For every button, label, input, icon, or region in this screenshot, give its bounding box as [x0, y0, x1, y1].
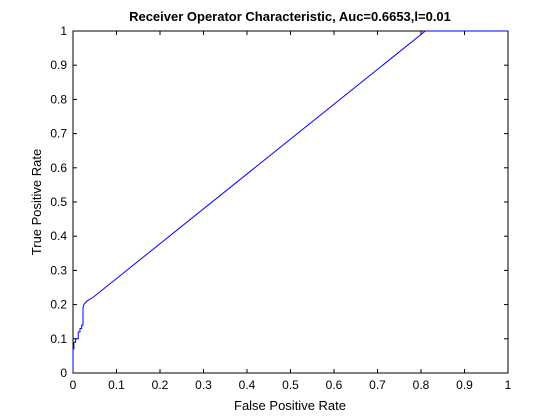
roc-curve — [72, 30, 508, 373]
x-tick-label: 0 — [70, 378, 77, 392]
chart-title: Receiver Operator Characteristic, Auc=0.… — [129, 9, 451, 24]
x-tick-label: 0.3 — [195, 378, 212, 392]
y-tick-label: 0.4 — [50, 229, 67, 243]
y-tick-label: 1 — [60, 24, 67, 38]
x-tick-label: 1 — [505, 378, 512, 392]
x-tick-label: 0.4 — [239, 378, 256, 392]
y-tick-label: 0.2 — [50, 298, 67, 312]
x-axis-label: False Positive Rate — [234, 398, 346, 413]
y-tick-label: 0.7 — [50, 127, 67, 141]
y-tick-label: 0.6 — [50, 161, 67, 175]
axis-ticks: 0 0.1 0.2 0.3 0.4 0.5 0.6 0.7 0.8 0.9 1 0 0.1 0.2 0.3 0… — [50, 24, 511, 392]
y-axis-label: True Positive Rate — [29, 149, 44, 255]
x-tick-label: 0.8 — [413, 378, 430, 392]
plot-area — [72, 30, 509, 374]
y-tick-label: 0.3 — [50, 263, 67, 277]
x-tick-label: 0.5 — [282, 378, 299, 392]
x-tick-label: 0.6 — [326, 378, 343, 392]
y-tick-label: 0.8 — [50, 92, 67, 106]
x-tick-label: 0.9 — [456, 378, 473, 392]
y-tick-label: 0.5 — [50, 195, 67, 209]
x-tick-label: 0.7 — [369, 378, 386, 392]
y-tick-label: 0 — [60, 366, 67, 380]
x-tick-label: 0.2 — [152, 378, 169, 392]
series-group — [72, 30, 508, 373]
x-tick-label: 0.1 — [108, 378, 125, 392]
y-tick-label: 0.9 — [50, 58, 67, 72]
y-tick-label: 0.1 — [50, 332, 67, 346]
